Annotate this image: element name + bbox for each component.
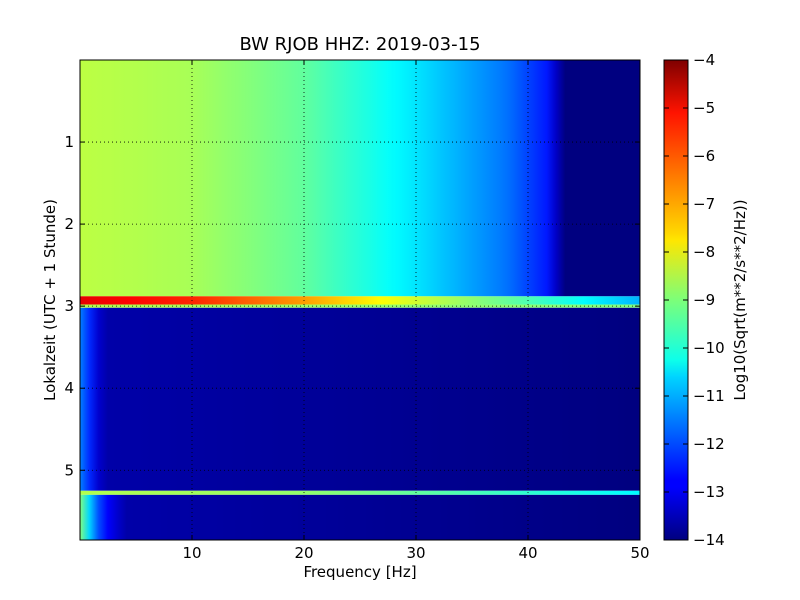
x-axis-ticks: 10 20 30 40 50	[182, 60, 650, 562]
x-axis-label: Frequency [Hz]	[303, 563, 416, 581]
colorbar-tick-label: −5	[693, 99, 715, 117]
spectrogram-heatmap	[80, 60, 640, 540]
spectrogram-band	[80, 490, 640, 495]
y-tick-label: 1	[64, 133, 74, 151]
plot-frame	[79, 59, 641, 541]
colorbar-ticks: −4 −5 −6 −7 −8 −9 −10 −11 −12 −13 −14	[664, 51, 725, 549]
y-tick-label: 3	[64, 297, 74, 315]
colorbar-tick-label: −12	[693, 435, 725, 453]
colorbar-tick-label: −11	[693, 387, 725, 405]
colorbar-label: Log10(Sqrt(m**2/s**2/Hz))	[731, 199, 749, 400]
colorbar-tick-label: −13	[693, 483, 725, 501]
spectrogram-band	[80, 494, 640, 540]
colorbar-tick-label: −6	[693, 147, 715, 165]
y-tick-label: 2	[64, 215, 74, 233]
spectrogram-band	[80, 307, 640, 491]
y-tick-label: 4	[64, 379, 74, 397]
x-tick-label: 30	[406, 544, 425, 562]
y-axis-label: Lokalzeit (UTC + 1 Stunde)	[41, 199, 59, 401]
chart-title: BW RJOB HHZ: 2019-03-15	[239, 34, 480, 55]
colorbar-tick-label: −4	[693, 51, 715, 69]
spectrogram-band	[80, 296, 640, 305]
colorbar-tick-label: −7	[693, 195, 715, 213]
y-axis-ticks: 1 2 3 4 5	[64, 133, 640, 479]
colorbar-tick-label: −14	[693, 531, 725, 549]
x-tick-label: 50	[630, 544, 649, 562]
spectrogram-band	[80, 60, 640, 297]
x-tick-label: 40	[518, 544, 537, 562]
colorbar-tick-label: −10	[693, 339, 725, 357]
y-tick-label: 5	[64, 461, 74, 479]
x-tick-label: 10	[182, 544, 201, 562]
x-tick-label: 20	[294, 544, 313, 562]
colorbar-tick-label: −9	[693, 291, 715, 309]
colorbar-tick-label: −8	[693, 243, 715, 261]
